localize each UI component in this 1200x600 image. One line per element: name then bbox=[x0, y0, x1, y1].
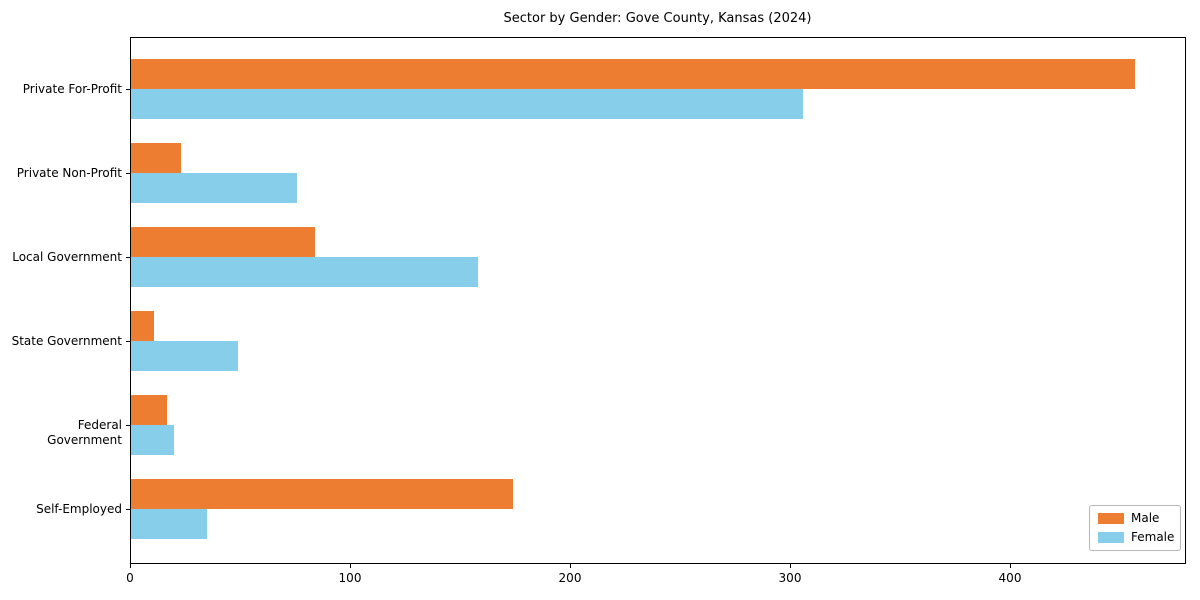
chart-title: Sector by Gender: Gove County, Kansas (2… bbox=[503, 11, 812, 26]
bar-female-6 bbox=[131, 509, 207, 539]
x-tick-label: 200 bbox=[558, 571, 582, 585]
legend-label: Female bbox=[1131, 530, 1175, 544]
legend-swatch-female bbox=[1098, 532, 1124, 543]
y-tick-mark bbox=[126, 89, 130, 90]
y-tick-mark bbox=[126, 425, 130, 426]
legend-item-male: Male bbox=[1098, 512, 1172, 525]
bar-female-5 bbox=[131, 425, 174, 455]
y-tick-mark bbox=[126, 257, 130, 258]
x-tick-label: 0 bbox=[126, 571, 134, 585]
bar-male-4 bbox=[131, 311, 155, 341]
y-tick-label: Local Government bbox=[12, 250, 122, 264]
legend-label: Male bbox=[1131, 511, 1160, 525]
bar-female-4 bbox=[131, 341, 238, 371]
legend: Male Female bbox=[1089, 505, 1181, 551]
x-tick-label: 400 bbox=[998, 571, 1022, 585]
bar-male-5 bbox=[131, 395, 168, 425]
bar-female-3 bbox=[131, 257, 478, 287]
bar-female-1 bbox=[131, 89, 804, 119]
x-tick-mark bbox=[570, 564, 571, 568]
bar-male-3 bbox=[131, 227, 315, 257]
x-tick-mark bbox=[1010, 564, 1011, 568]
plot-area bbox=[130, 37, 1186, 564]
y-tick-mark bbox=[126, 173, 130, 174]
y-tick-mark bbox=[126, 341, 130, 342]
x-tick-label: 100 bbox=[338, 571, 362, 585]
y-tick-label: Private For-Profit bbox=[22, 82, 122, 96]
y-tick-label: State Government bbox=[11, 334, 122, 348]
x-tick-mark bbox=[130, 564, 131, 568]
bar-male-6 bbox=[131, 479, 513, 509]
y-tick-label: Private Non-Profit bbox=[16, 166, 122, 180]
bar-male-2 bbox=[131, 143, 181, 173]
y-tick-mark bbox=[126, 509, 130, 510]
y-tick-label: Self-Employed bbox=[36, 502, 122, 516]
x-tick-label: 300 bbox=[778, 571, 802, 585]
bar-male-1 bbox=[131, 59, 1136, 89]
legend-item-female: Female bbox=[1098, 530, 1175, 544]
y-tick-label: Federal Government bbox=[47, 418, 122, 447]
x-tick-mark bbox=[350, 564, 351, 568]
x-tick-mark bbox=[790, 564, 791, 568]
bar-female-2 bbox=[131, 173, 298, 203]
legend-swatch-male bbox=[1098, 513, 1124, 524]
